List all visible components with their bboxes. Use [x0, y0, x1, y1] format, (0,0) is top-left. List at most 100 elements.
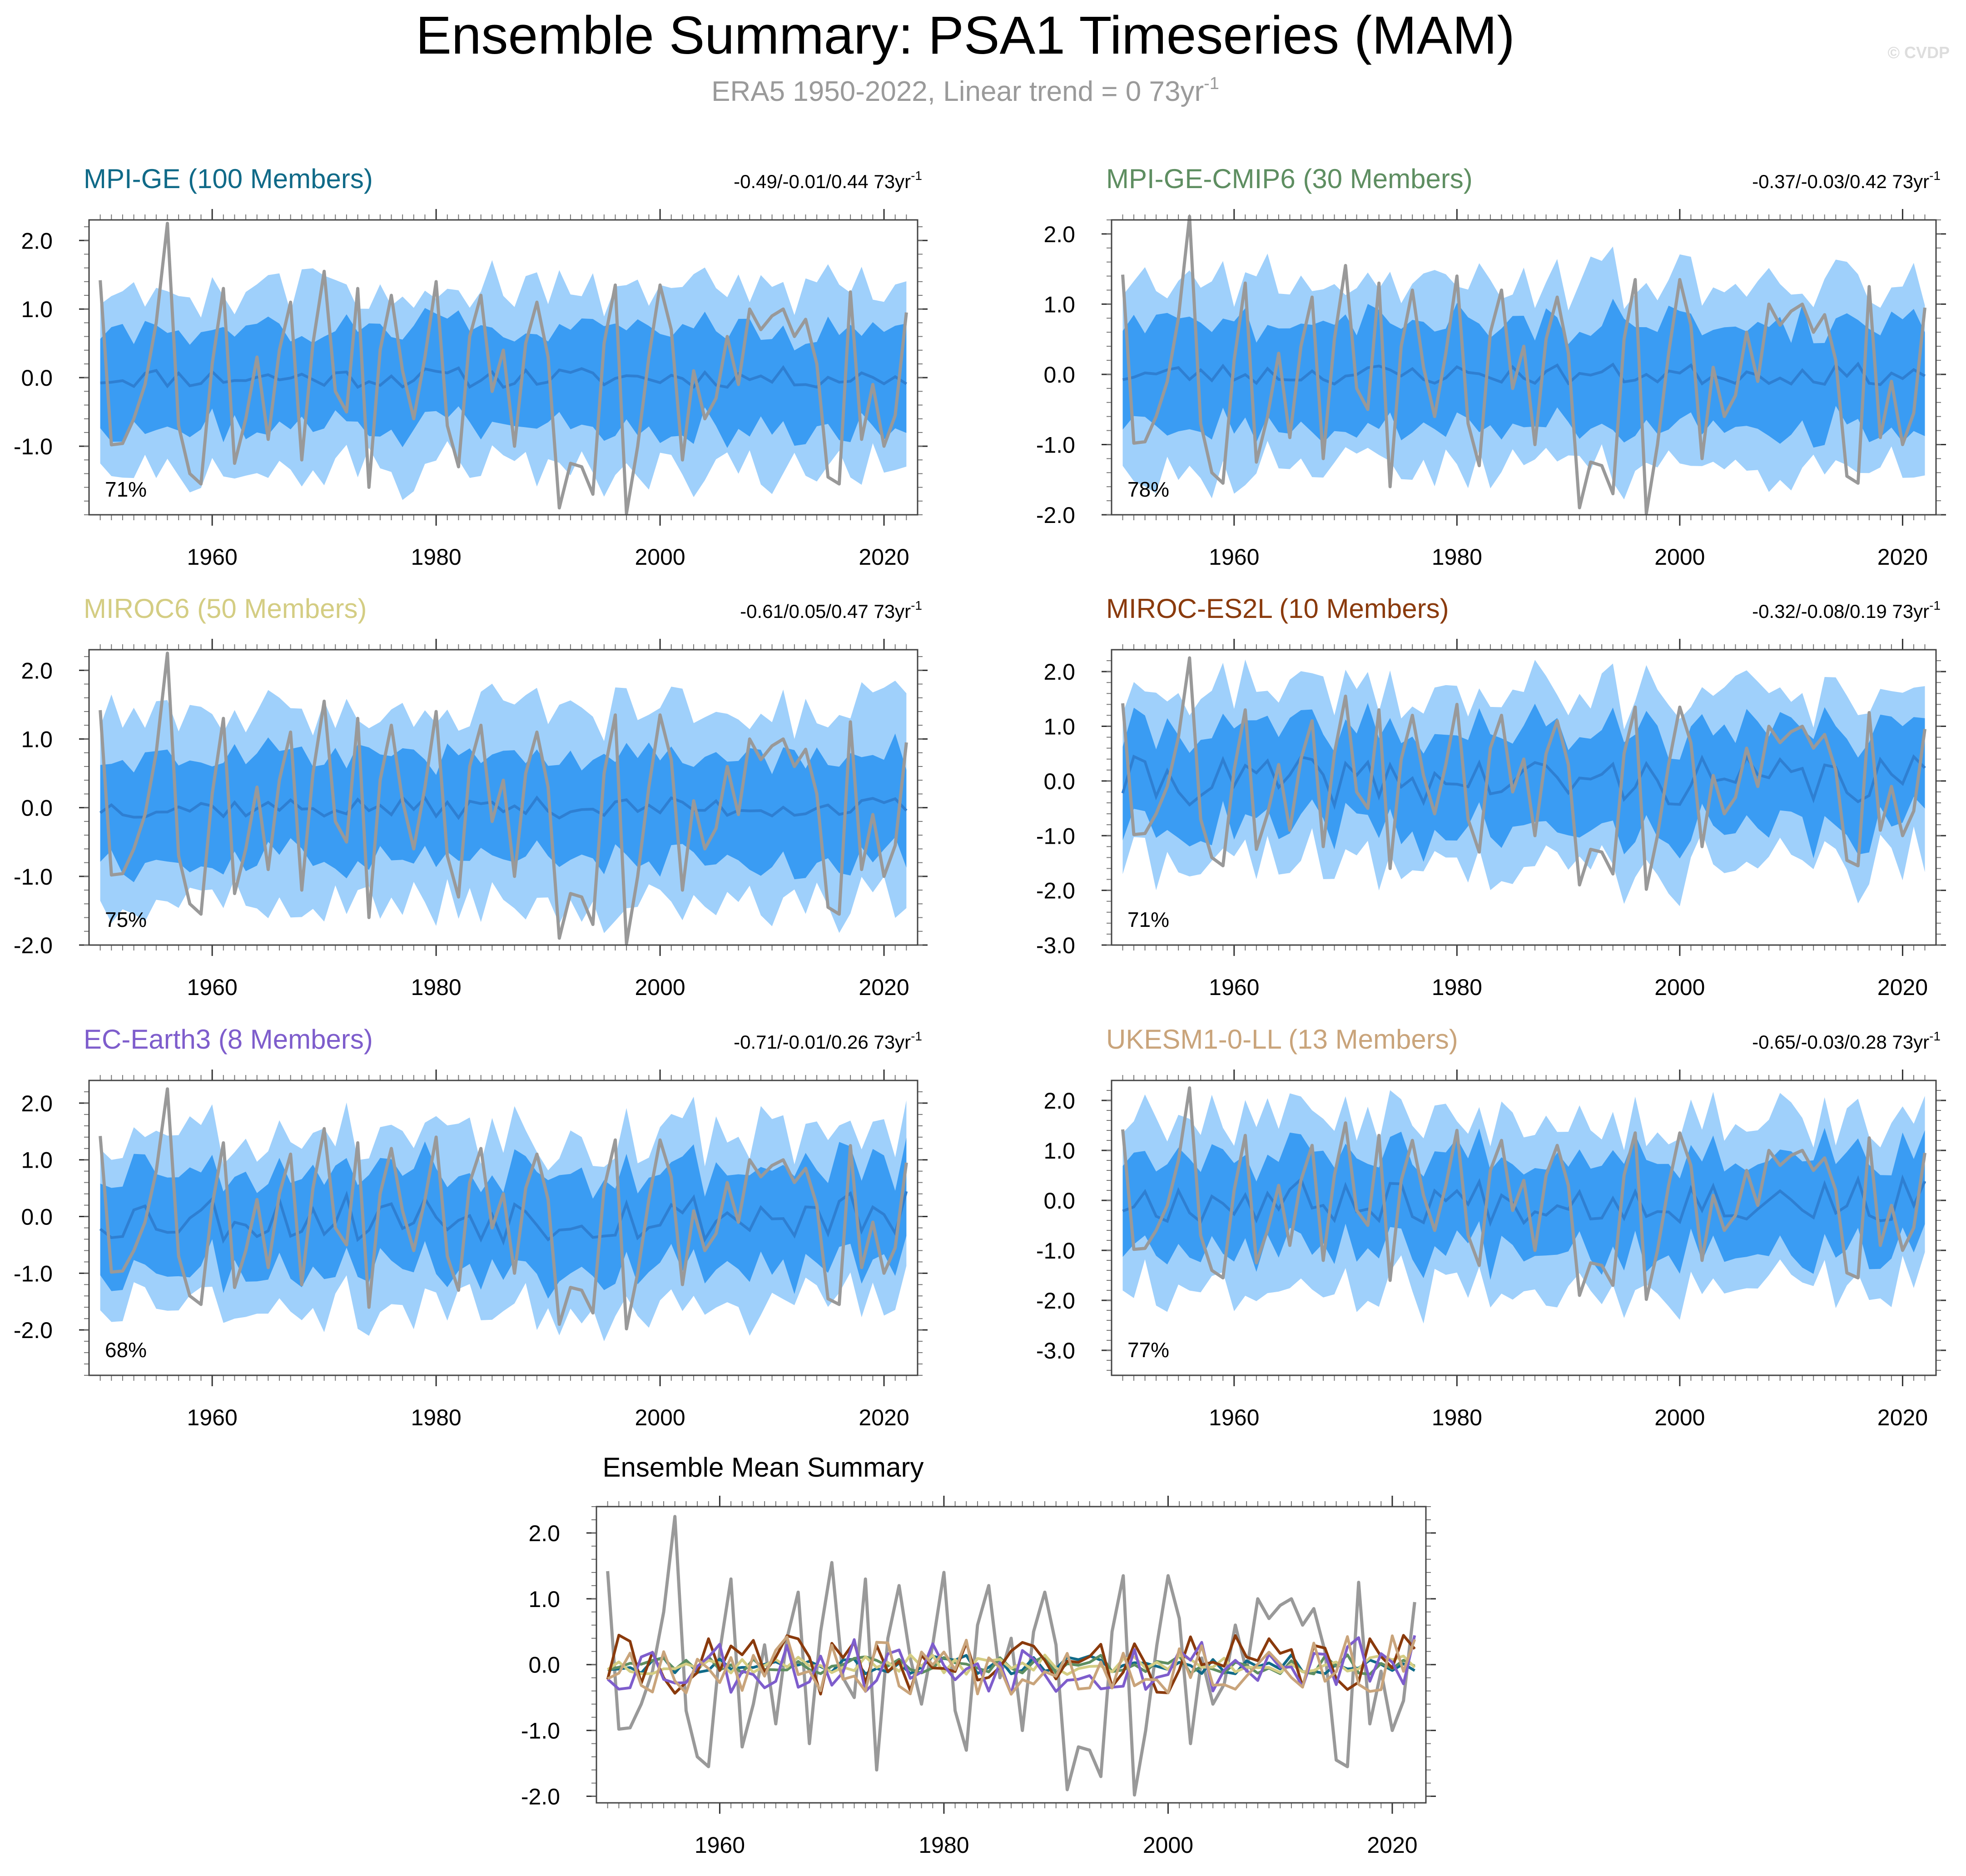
plot-frame [1111, 649, 1937, 946]
panel-5-ytick-label: 0.0 [21, 1204, 53, 1230]
panel-3-xtick-label: 2000 [635, 975, 685, 1000]
subtitle-text: ERA5 1950-2022, Linear trend = 0 73yr [711, 76, 1204, 107]
figure-title: Ensemble Summary: PSA1 Timeseries (MAM) [416, 5, 1515, 65]
panel-4-xtick-label: 2000 [1654, 975, 1705, 1000]
panel-2-ytick-label: 0.0 [1043, 362, 1075, 388]
ensemble-mean-summary: Ensemble Mean Summary 2.0 1.0 0.0 -1.0 -2.0 19… [521, 1452, 1436, 1858]
panel-percent: 68% [105, 1338, 147, 1362]
plot-frame [1111, 1080, 1937, 1376]
ensemble-mean-line [1122, 1174, 1926, 1227]
summary-title: Ensemble Mean Summary [603, 1452, 924, 1483]
panel-2-xtick-label: 2000 [1654, 544, 1705, 570]
panel-4: MIROC-ES2L (10 Members) -0.32/-0.08/0.19 … [1036, 593, 1946, 1000]
summary-xtick-label: 1980 [918, 1832, 969, 1858]
panel-2: MPI-GE-CMIP6 (30 Members) -0.37/-0.03/0.4… [1036, 164, 1946, 570]
panel-6-ytick-label: 1.0 [1043, 1138, 1075, 1164]
panel-percent: 71% [105, 478, 147, 501]
panel-trend-sup: -1 [1929, 1029, 1941, 1043]
summary-ytick-label: 2.0 [528, 1521, 560, 1546]
panel-3-ytick-label: -2.0 [14, 933, 53, 958]
panel-3-xtick-label: 1960 [187, 975, 238, 1000]
panel-4-ytick-label: 0.0 [1043, 769, 1075, 794]
panel-6-ytick-label: 0.0 [1043, 1188, 1075, 1214]
summary-observations-line [606, 1515, 1416, 1797]
panel-6-ytick-label: -2.0 [1036, 1288, 1075, 1314]
panel-2-ytick-label: -1.0 [1036, 432, 1075, 458]
panel-4-ytick-label: -3.0 [1036, 933, 1075, 958]
summary-ytick-label: -1.0 [521, 1718, 560, 1744]
panel-5-ytick-label: -1.0 [14, 1261, 53, 1286]
panel-trend: -0.61/0.05/0.47 73yr-1 [740, 598, 922, 622]
subtitle-sup: -1 [1204, 74, 1219, 93]
panel-6-xtick-label: 1980 [1432, 1405, 1482, 1430]
panel-title: UKESM1-0-LL (13 Members) [1106, 1024, 1458, 1055]
panel-6: UKESM1-0-LL (13 Members) -0.65/-0.03/0.28… [1036, 1024, 1946, 1430]
inner-range-band [1122, 1128, 1925, 1280]
panel-trend-sup: -1 [911, 1029, 922, 1043]
plot-frame [1111, 219, 1937, 516]
panel-2-ytick-label: 1.0 [1043, 292, 1075, 317]
observations-line [1121, 214, 1926, 515]
panel-trend: -0.65/-0.03/0.28 73yr-1 [1752, 1029, 1941, 1053]
panel-4-ytick-label: 1.0 [1043, 714, 1075, 740]
panel-6-ytick-label: 2.0 [1043, 1088, 1075, 1114]
ensemble-mean-line [99, 795, 908, 820]
panel-trend-value: -0.37/-0.03/0.42 73yr [1752, 171, 1929, 192]
panel-5-ytick-label: 2.0 [21, 1091, 53, 1116]
panel-trend-sup: -1 [1929, 169, 1941, 183]
panel-5-ytick-label: -2.0 [14, 1318, 53, 1343]
summary-plot-frame [596, 1506, 1427, 1804]
panel-4-ytick-label: 2.0 [1043, 659, 1075, 685]
plot-frame [88, 649, 918, 946]
panel-percent: 71% [1127, 908, 1169, 931]
panel-3: MIROC6 (50 Members) -0.61/0.05/0.47 73yr-… [14, 593, 928, 1000]
panel-3-xtick-label: 2020 [859, 975, 909, 1000]
panel-trend-sup: -1 [1929, 598, 1941, 612]
observations-line [1121, 1086, 1926, 1301]
panel-4-xtick-label: 1960 [1209, 975, 1259, 1000]
figure-subtitle: ERA5 1950-2022, Linear trend = 0 73yr-1 [711, 74, 1219, 107]
ensemble-mean-line [1122, 361, 1926, 386]
panel-percent: 75% [105, 908, 147, 931]
inner-range-band [1122, 703, 1925, 862]
panel-3-ytick-label: 0.0 [21, 796, 53, 821]
panel-title: MIROC-ES2L (10 Members) [1106, 593, 1449, 624]
panel-1: MPI-GE (100 Members) -0.49/-0.01/0.44 73y… [14, 164, 928, 570]
inner-range-band [100, 308, 907, 448]
panel-3-ytick-label: 2.0 [21, 658, 53, 683]
panel-trend: -0.49/-0.01/0.44 73yr-1 [734, 169, 922, 192]
summary-mean-line-1 [607, 1653, 1415, 1676]
panel-4-xtick-label: 1980 [1432, 975, 1482, 1000]
panel-5: EC-Earth3 (8 Members) -0.71/-0.01/0.26 73… [14, 1024, 928, 1430]
panel-6-ytick-label: -1.0 [1036, 1238, 1075, 1264]
panel-5-xtick-label: 2020 [859, 1405, 909, 1430]
panel-1-ytick-label: 0.0 [21, 365, 53, 391]
panel-6-xtick-label: 2020 [1877, 1405, 1928, 1430]
summary-ytick-label: 1.0 [528, 1587, 560, 1612]
panel-1-xtick-label: 2000 [635, 544, 685, 570]
panel-trend-value: -0.49/-0.01/0.44 73yr [734, 171, 911, 192]
summary-mean-line-6 [607, 1634, 1416, 1696]
panel-percent: 77% [1127, 1338, 1169, 1362]
watermark: © CVDP [1887, 43, 1950, 62]
panel-trend-sup: -1 [911, 598, 922, 612]
panel-trend: -0.37/-0.03/0.42 73yr-1 [1752, 169, 1941, 192]
panel-percent: 78% [1127, 478, 1169, 501]
panel-2-ytick-label: -2.0 [1036, 503, 1075, 528]
panel-1-xtick-label: 2020 [859, 544, 909, 570]
panel-trend-sup: -1 [911, 169, 922, 183]
panel-title: MIROC6 (50 Members) [84, 593, 367, 624]
summary-ytick-label: -2.0 [521, 1784, 560, 1810]
panel-5-xtick-label: 1980 [411, 1405, 461, 1430]
panel-1-xtick-label: 1980 [411, 544, 461, 570]
summary-ytick-label: 0.0 [528, 1652, 560, 1678]
ensemble-mean-line [99, 1190, 908, 1246]
inner-range-band [100, 1137, 907, 1299]
panel-trend-value: -0.32/-0.08/0.19 73yr [1752, 601, 1929, 622]
observations-line [99, 222, 908, 515]
panel-3-ytick-label: 1.0 [21, 727, 53, 752]
summary-xtick-label: 2000 [1143, 1832, 1193, 1858]
panel-trend-value: -0.71/-0.01/0.26 73yr [734, 1031, 911, 1053]
panel-4-xtick-label: 2020 [1877, 975, 1928, 1000]
